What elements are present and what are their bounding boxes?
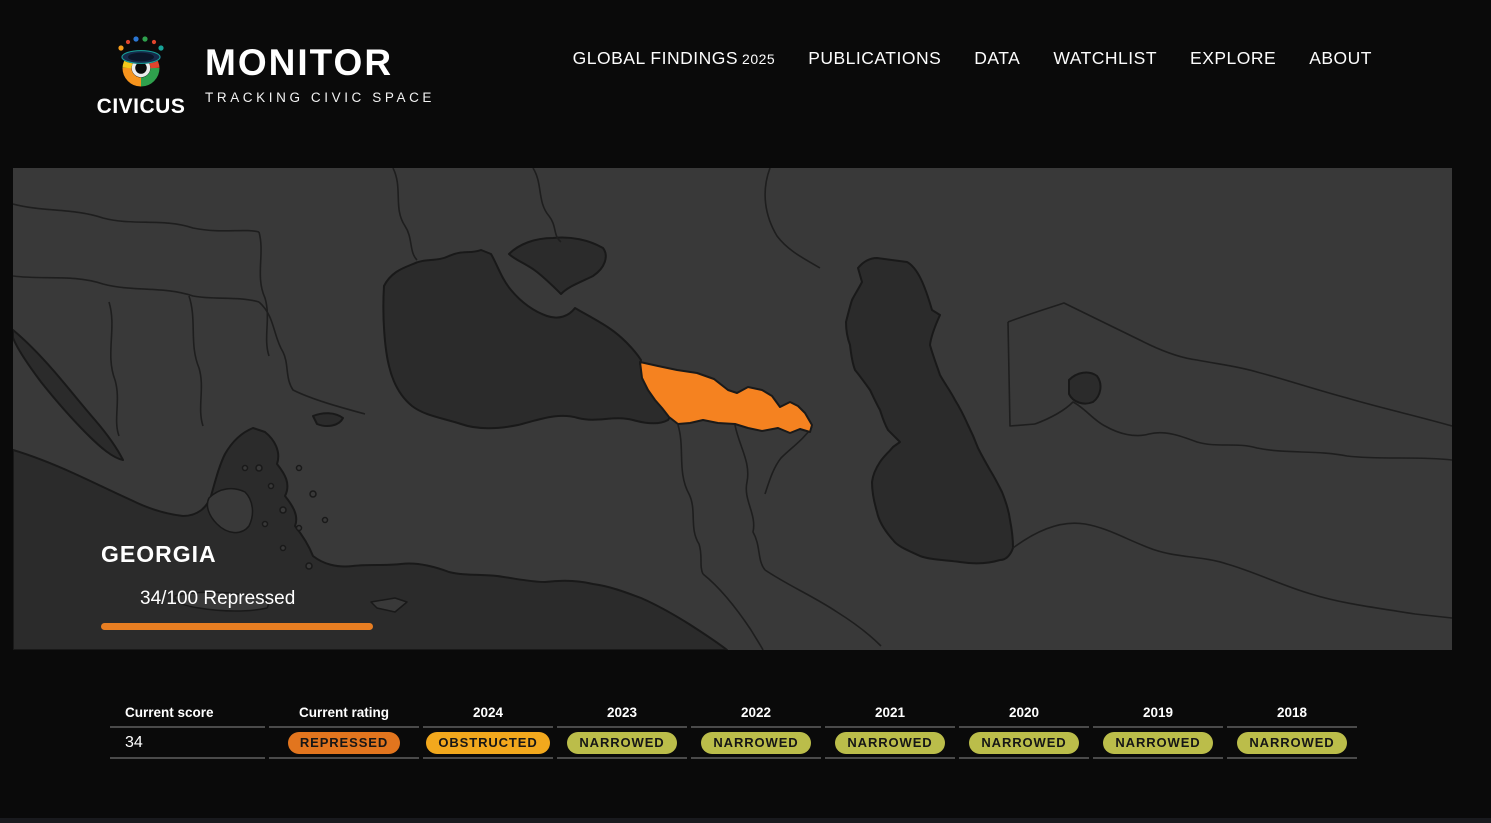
rating-badge: NARROWED (1237, 731, 1347, 754)
brand-name: CIVICUS (96, 95, 186, 118)
nav-item-data[interactable]: DATA (974, 48, 1021, 68)
rating-badge: NARROWED (701, 731, 811, 754)
nav-item-about[interactable]: ABOUT (1309, 48, 1372, 68)
bottom-edge-bar (0, 818, 1491, 823)
column-header: 2018 (1276, 705, 1308, 720)
column-header: Current rating (298, 705, 389, 720)
rating-badge: NARROWED (835, 731, 945, 754)
peloponnese (206, 487, 254, 534)
score-bar (101, 623, 373, 630)
column-header: 2022 (740, 705, 772, 720)
column-2021: 2021 NARROWED (825, 699, 955, 759)
civic-space-map[interactable]: GEORGIA 34/100 Repressed (13, 168, 1452, 650)
column-header: 2021 (874, 705, 906, 720)
map-canvas (13, 168, 1452, 650)
column-header: 2019 (1142, 705, 1174, 720)
civicus-logo[interactable]: CIVICUS (95, 33, 187, 119)
column-header: 2023 (606, 705, 638, 720)
product-title-block: MONITOR TRACKING CIVIC SPACE (205, 44, 435, 105)
civicus-logo-icon (118, 36, 164, 87)
sea-of-marmara (312, 412, 344, 427)
column-header: 2020 (1008, 705, 1040, 720)
column-current-rating: Current rating REPRESSED (269, 699, 419, 759)
nav-item-year: 2025 (742, 51, 776, 67)
product-title: MONITOR (205, 42, 394, 83)
rating-badge: NARROWED (1103, 731, 1213, 754)
rating-history-table: Current score 34 Current rating REPRESSE… (110, 699, 1361, 759)
caspian-sea (845, 257, 1014, 565)
country-georgia-shape[interactable] (639, 361, 813, 434)
rating-badge: OBSTRUCTED (426, 731, 550, 754)
country-name-label: GEORGIA (101, 541, 217, 567)
current-score-value: 34 (110, 726, 265, 759)
column-header: Current score (125, 705, 214, 720)
sea-of-azov (508, 236, 607, 295)
column-2019: 2019 NARROWED (1093, 699, 1223, 759)
rating-badge: NARROWED (969, 731, 1079, 754)
main-nav: GLOBAL FINDINGS 2025 PUBLICATIONS DATA WA… (573, 48, 1372, 69)
nav-item-global-findings[interactable]: GLOBAL FINDINGS 2025 (572, 48, 776, 68)
column-2018: 2018 NARROWED (1227, 699, 1357, 759)
column-2020: 2020 NARROWED (959, 699, 1089, 759)
country-score-text: 34/100 Repressed (140, 588, 296, 609)
top-navigation-bar: CIVICUS MONITOR TRACKING CIVIC SPACE GLO… (0, 0, 1491, 168)
adriatic-sea (13, 329, 124, 461)
nav-item-publications[interactable]: PUBLICATIONS (808, 48, 942, 68)
column-2024: 2024 OBSTRUCTED (423, 699, 553, 759)
column-2023: 2023 NARROWED (557, 699, 687, 759)
crete-island (174, 591, 269, 612)
nav-item-watchlist[interactable]: WATCHLIST (1053, 48, 1158, 68)
rating-badge: NARROWED (567, 731, 677, 754)
country-borders (13, 168, 1452, 650)
country-info-panel: GEORGIA 34/100 Repressed (101, 541, 373, 630)
product-tagline: TRACKING CIVIC SPACE (205, 90, 436, 105)
cyprus-island (370, 597, 408, 613)
rating-badge: REPRESSED (287, 731, 401, 754)
nav-item-explore[interactable]: EXPLORE (1190, 48, 1277, 68)
aral-sea (1068, 371, 1102, 405)
column-2022: 2022 NARROWED (691, 699, 821, 759)
column-header: 2024 (472, 705, 504, 720)
column-current-score: Current score 34 (110, 699, 265, 759)
